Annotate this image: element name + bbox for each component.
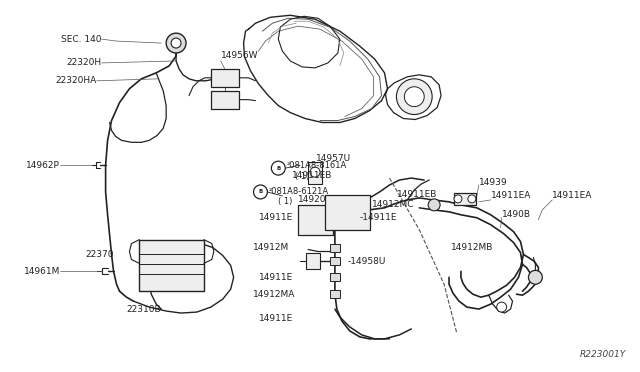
Text: 14911EA: 14911EA — [491, 192, 531, 201]
Bar — [306, 253, 320, 269]
Circle shape — [428, 199, 440, 211]
Bar — [330, 273, 340, 281]
Text: -14911E: -14911E — [360, 213, 397, 222]
Circle shape — [271, 161, 285, 175]
Text: 22310B: 22310B — [127, 305, 161, 314]
Text: 1490B: 1490B — [502, 210, 531, 219]
Text: 14962P: 14962P — [26, 161, 60, 170]
Text: SEC. 140: SEC. 140 — [61, 35, 102, 44]
Circle shape — [497, 302, 507, 312]
Bar — [454, 193, 476, 205]
Bar — [330, 290, 340, 298]
Bar — [140, 240, 204, 291]
Text: ( 1): ( 1) — [278, 198, 292, 206]
Text: R223001Y: R223001Y — [579, 350, 626, 359]
Text: ²081A8-6121A: ²081A8-6121A — [268, 187, 328, 196]
Circle shape — [171, 38, 181, 48]
Bar — [211, 91, 239, 109]
Text: 14956W: 14956W — [221, 51, 259, 61]
Text: 14911E: 14911E — [259, 314, 292, 324]
Text: B: B — [259, 189, 262, 195]
Bar — [330, 244, 340, 251]
Bar — [308, 162, 322, 184]
Circle shape — [404, 87, 424, 107]
Circle shape — [253, 185, 268, 199]
Circle shape — [310, 167, 320, 177]
Bar — [298, 205, 333, 235]
Text: 22370: 22370 — [85, 250, 113, 259]
Text: B: B — [276, 166, 280, 171]
Bar — [211, 69, 239, 87]
Text: ( 1): ( 1) — [295, 171, 310, 180]
Bar — [330, 257, 340, 265]
Circle shape — [166, 33, 186, 53]
Circle shape — [454, 195, 462, 203]
Text: 14939: 14939 — [479, 177, 508, 186]
Text: 22320HA: 22320HA — [56, 76, 97, 85]
Bar — [325, 195, 370, 230]
Text: 14911EA: 14911EA — [552, 192, 593, 201]
Text: 22320H: 22320H — [67, 58, 102, 67]
Circle shape — [396, 79, 432, 115]
Text: 14911EB: 14911EB — [292, 171, 333, 180]
Text: 14911E: 14911E — [259, 273, 292, 282]
Text: ²081A8-8161A: ²081A8-8161A — [286, 161, 346, 170]
Text: 14912MC: 14912MC — [372, 201, 414, 209]
Circle shape — [468, 195, 476, 203]
Text: 14912MA: 14912MA — [253, 290, 295, 299]
Text: 14920: 14920 — [298, 195, 326, 204]
Text: -14958U: -14958U — [348, 257, 386, 266]
Text: 14912MB: 14912MB — [451, 243, 493, 252]
Text: 14957U: 14957U — [316, 154, 351, 163]
Circle shape — [529, 270, 542, 284]
Text: 14961M: 14961M — [24, 267, 60, 276]
Text: 14911EB: 14911EB — [397, 190, 438, 199]
Text: 14911E: 14911E — [259, 213, 292, 222]
Text: 14912M: 14912M — [253, 243, 289, 252]
